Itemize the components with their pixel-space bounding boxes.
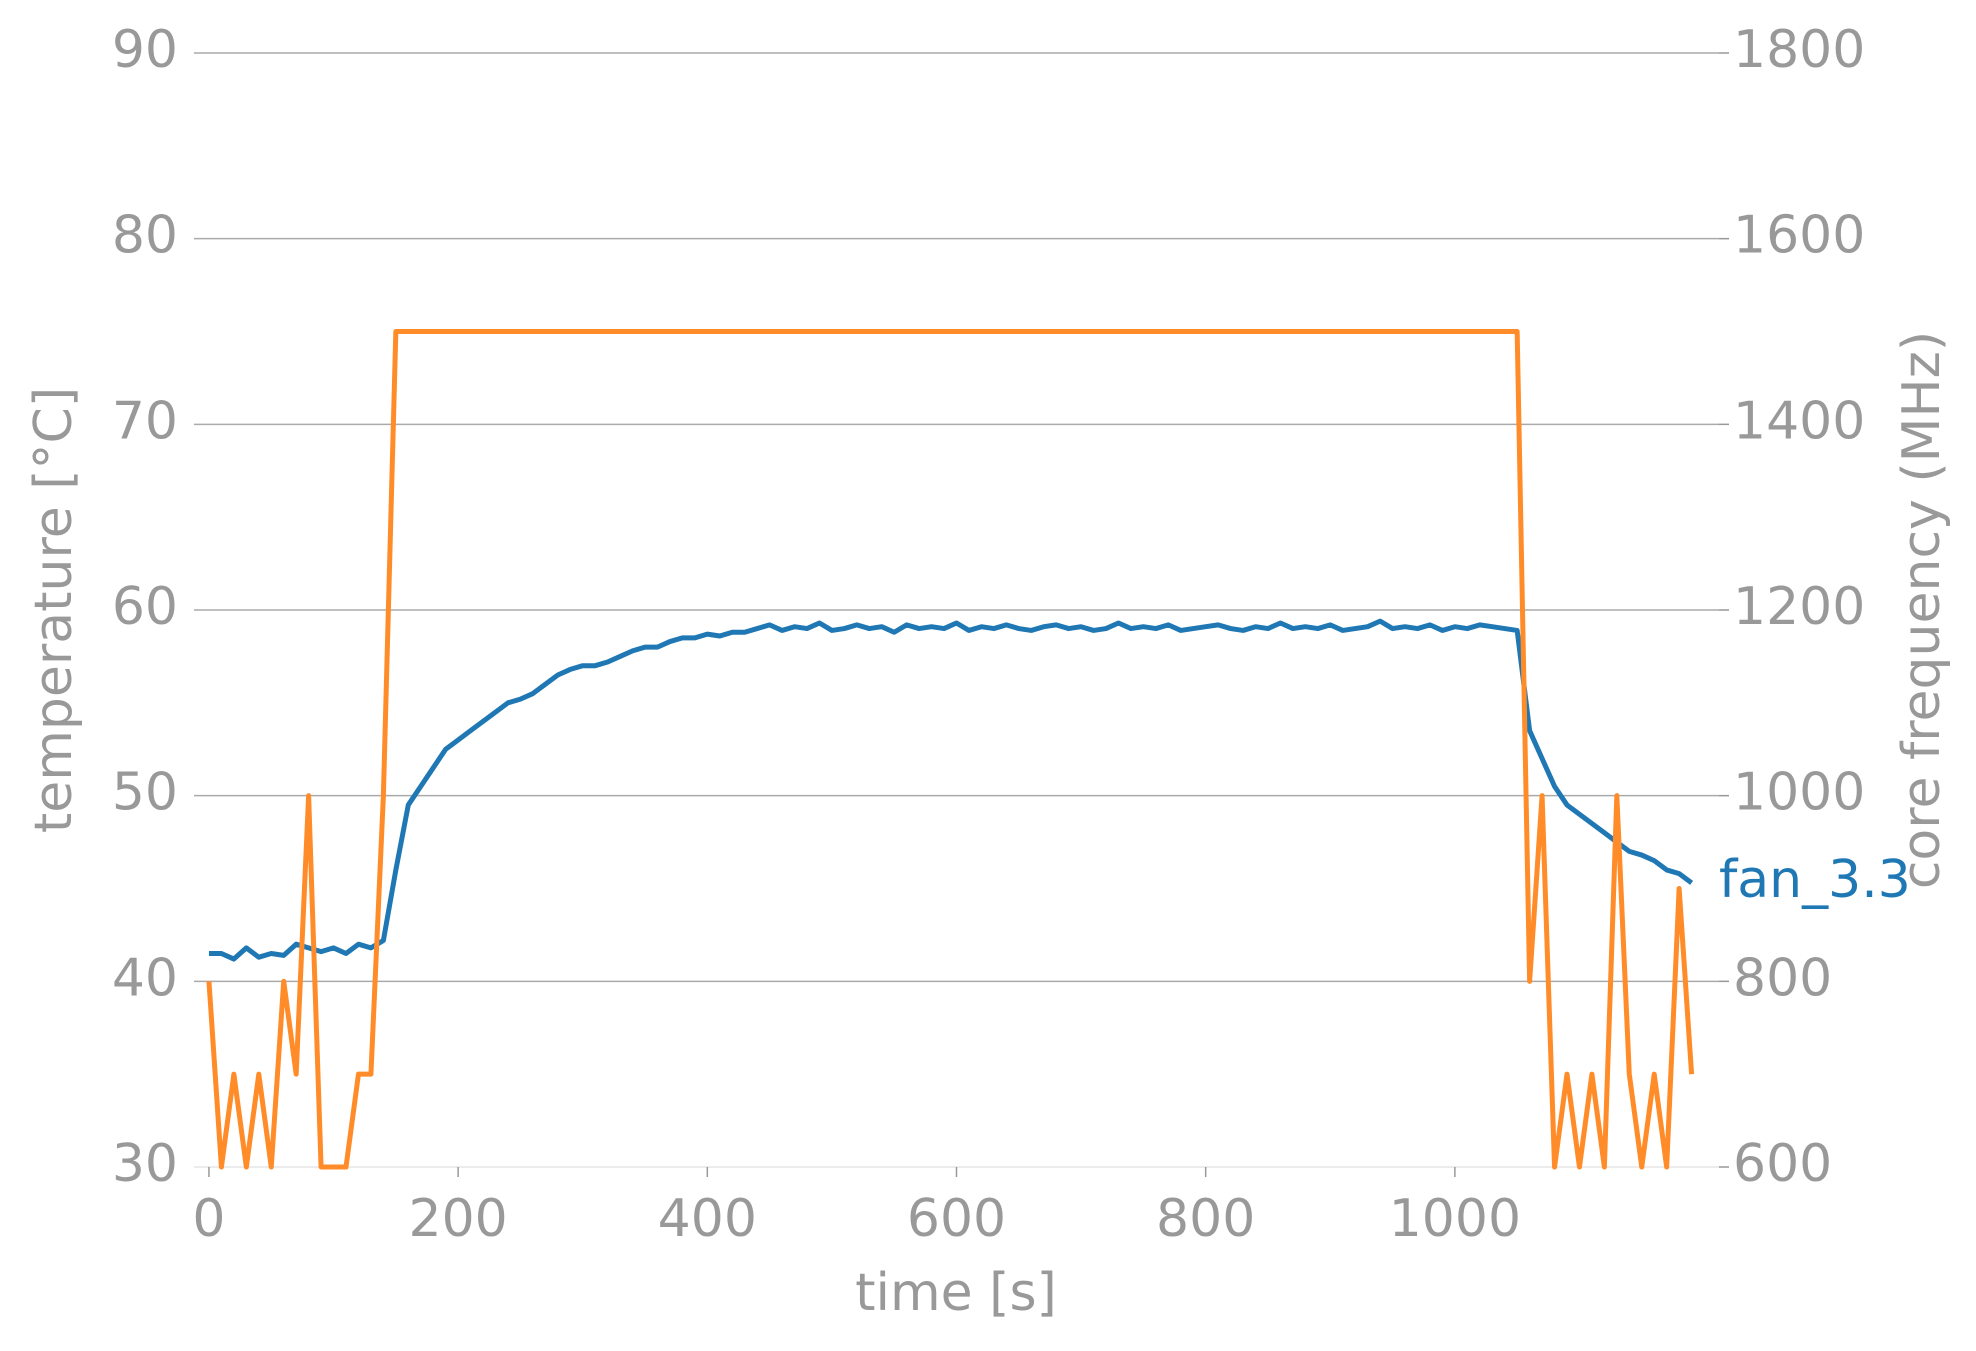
x-tick-label: 1000 (1389, 1189, 1521, 1249)
y-tick-label: 90 (112, 20, 178, 80)
y-axis-label: temperature [°C] (24, 387, 84, 833)
y-tick-label: 50 (112, 763, 178, 823)
x-tick-label: 600 (907, 1189, 1006, 1249)
x-tick-label: 800 (1156, 1189, 1255, 1249)
y2-tick-label: 600 (1733, 1134, 1832, 1194)
y2-tick-label: 1000 (1733, 763, 1865, 823)
y2-tick-label: 1800 (1733, 20, 1865, 80)
y-tick-label: 40 (112, 948, 178, 1008)
x-tick-label: 200 (409, 1189, 508, 1249)
y-tick-label: 60 (112, 577, 178, 637)
y2-tick-label: 800 (1733, 948, 1832, 1008)
series-label: fan_3.3 (1719, 850, 1911, 910)
series-line (208, 618, 1694, 962)
y2-tick-label: 1200 (1733, 577, 1865, 637)
x-tick-label: 0 (192, 1189, 225, 1249)
y-tick-label: 70 (112, 391, 178, 451)
y2-tick-label: 1400 (1733, 391, 1865, 451)
series-line (206, 329, 1695, 1170)
x-tick-label: 400 (658, 1189, 757, 1249)
y-tick-label: 80 (112, 206, 178, 266)
x-axis-label: time [s] (855, 1263, 1057, 1323)
y-tick-label: 30 (112, 1134, 178, 1194)
y2-tick-label: 1600 (1733, 206, 1865, 266)
y2-axis-label: core frequency (MHz) (1892, 331, 1952, 889)
